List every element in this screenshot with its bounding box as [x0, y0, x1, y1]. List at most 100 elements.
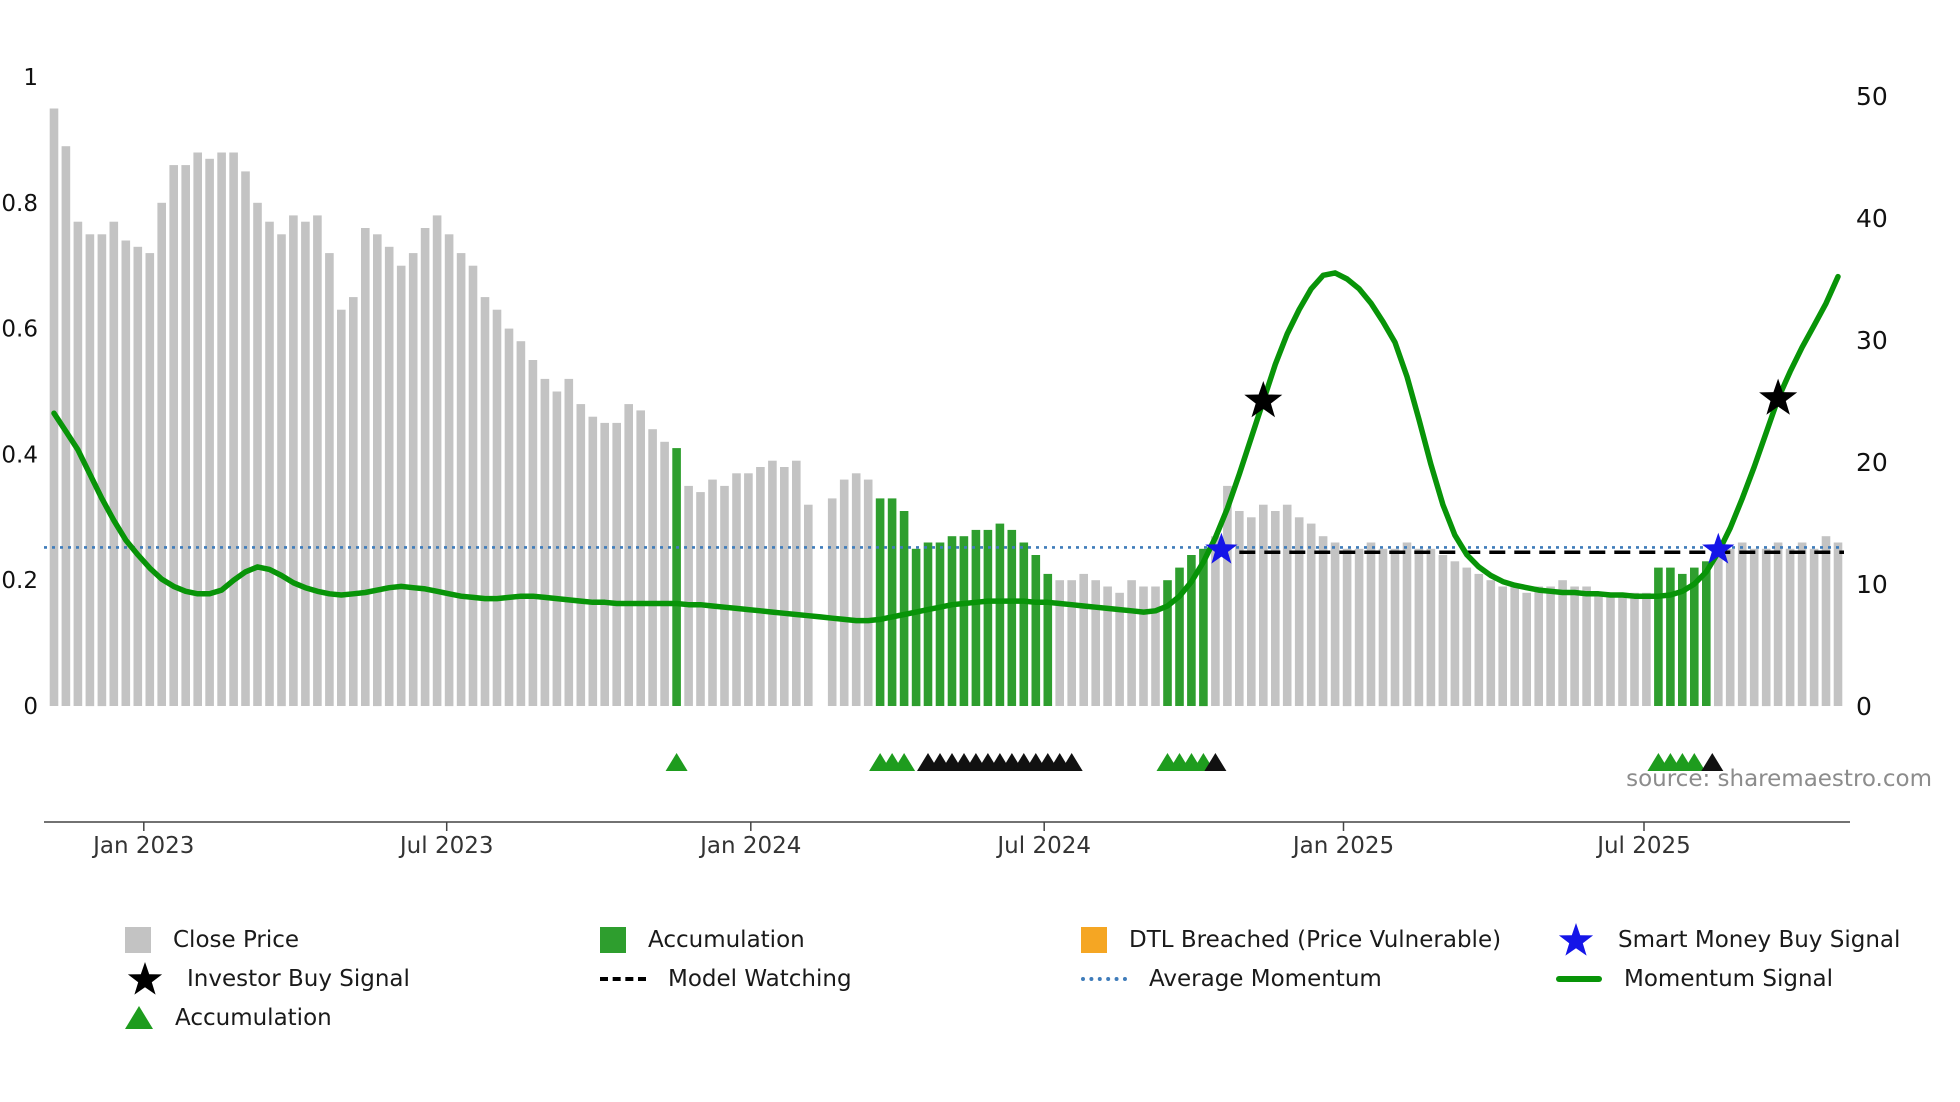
accumulation-bar [1175, 567, 1184, 706]
smart-money-buy-signal-swatch [1556, 920, 1596, 960]
accumulation-swatch [600, 926, 626, 953]
close-price-bar [1247, 517, 1256, 706]
close-price-bar [660, 441, 669, 706]
accumulation-bar [875, 498, 885, 706]
legend-item-dtl-breached: DTL Breached (Price Vulnerable) [1081, 926, 1556, 953]
close-price-bar [1749, 548, 1759, 707]
accumulation-bar [959, 536, 969, 706]
investor-buy-signal-star [1759, 378, 1798, 415]
legend: Close Price Accumulation DTL Breached (Pri… [125, 920, 1960, 1037]
close-price-bar [349, 297, 358, 706]
watch-triangle [1204, 753, 1227, 771]
accumulation-bar [887, 498, 897, 706]
close-price-bar [157, 202, 166, 707]
accumulation-bar [935, 542, 945, 706]
close-price-bar [1773, 542, 1783, 706]
close-price-bar [205, 158, 214, 707]
accumulation-bar [911, 548, 921, 707]
close-price-bar [1761, 548, 1771, 707]
close-price-bar [193, 152, 202, 706]
close-price-bar [1115, 592, 1124, 706]
accumulation-bar [947, 536, 957, 706]
close-price-bar [1821, 536, 1831, 706]
close-price-bar [1390, 548, 1400, 707]
accumulation-bar [1043, 573, 1053, 706]
legend-item-close-price: Close Price [125, 926, 600, 953]
close-price-bar [145, 253, 155, 706]
close-price-bar [49, 108, 59, 706]
close-price-bar [1546, 586, 1555, 706]
x-tick-label: Jul 2023 [398, 833, 494, 859]
close-price-bar [1618, 592, 1627, 706]
close-price-bar [1797, 542, 1807, 706]
close-price-bar [504, 328, 514, 706]
close-price-bar [839, 479, 849, 706]
close-price-bar [1211, 536, 1220, 706]
close-price-bar [1366, 542, 1376, 706]
watch-triangle [1060, 753, 1083, 771]
close-price-bar [1318, 536, 1328, 706]
source-credit: source: sharemaestro.com [1626, 766, 1932, 792]
close-price-bar [636, 410, 645, 706]
close-price-bar [1522, 592, 1531, 706]
accumulation-bar [971, 529, 981, 706]
close-price-bar [1223, 485, 1232, 706]
y-right-tick-label: 40 [1856, 204, 1888, 233]
close-price-bar [1486, 580, 1496, 706]
accumulation-bar [1654, 567, 1663, 706]
close-price-bar [325, 253, 334, 706]
close-price-bar [444, 234, 454, 707]
close-price-bar [1067, 580, 1076, 706]
x-tick-label: Jan 2025 [1291, 833, 1394, 859]
close-price-bar [1378, 548, 1388, 707]
legend-label: DTL Breached (Price Vulnerable) [1129, 926, 1502, 953]
close-price-bar [612, 422, 621, 706]
close-price-bar [804, 504, 813, 706]
accumulation-bar [1031, 555, 1041, 706]
accumulation-bar [923, 542, 933, 706]
close-price-bar [1354, 548, 1364, 707]
close-price-bar [480, 297, 490, 706]
close-price-bar [780, 467, 789, 706]
price-bars [49, 108, 1843, 707]
chart-canvas: Jan 2023 Jul 2023 Jan 2024 Jul 2024 Jan 2025… [1, 65, 1888, 859]
y-right-tick-label: 20 [1856, 448, 1888, 477]
close-price-bar [1714, 548, 1723, 707]
close-price-bar [468, 265, 478, 706]
close-price-bar [516, 341, 526, 706]
close-price-bar [217, 152, 226, 706]
close-price-bar [576, 404, 586, 706]
close-price-bar [337, 309, 346, 706]
close-price-bar [1737, 542, 1747, 706]
y-left-tick-label: 0.2 [1, 568, 38, 594]
close-price-bar [1474, 573, 1484, 706]
close-price-bar [768, 460, 777, 706]
close-price-bar [1462, 567, 1472, 706]
close-price-bar [1342, 548, 1352, 707]
legend-item-smart-money-buy-signal: Smart Money Buy Signal [1556, 920, 1960, 960]
close-price-bar [432, 215, 442, 706]
close-price-bar [301, 221, 310, 706]
accumulation-bar [1678, 573, 1687, 706]
close-price-bar [1558, 580, 1567, 706]
y-right-tick-label: 10 [1856, 570, 1888, 599]
accumulation-bar [983, 529, 993, 706]
y-left-tick-label: 0.8 [1, 191, 38, 217]
momentum-signal-line [51, 270, 1841, 624]
close-price-bar [1414, 548, 1424, 707]
legend-item-average-momentum: Average Momentum [1081, 966, 1556, 992]
close-price-bar [289, 215, 298, 706]
y-left-tick-label: 0 [23, 694, 38, 720]
accumulation-bar [1666, 567, 1675, 706]
legend-item-accumulation: Accumulation [600, 926, 1081, 953]
close-price-bar [133, 246, 143, 707]
dtl-breached-swatch [1081, 926, 1107, 953]
close-price-bar [1725, 548, 1735, 707]
close-price-bar [600, 422, 609, 706]
close-price-bar [408, 253, 418, 706]
close-price-bar [1606, 592, 1615, 706]
x-tick-label: Jan 2024 [698, 833, 801, 859]
investor-buy-signal-star [1244, 381, 1283, 418]
model-watching-swatch [600, 976, 646, 981]
x-tick-label: Jul 2024 [995, 833, 1091, 859]
